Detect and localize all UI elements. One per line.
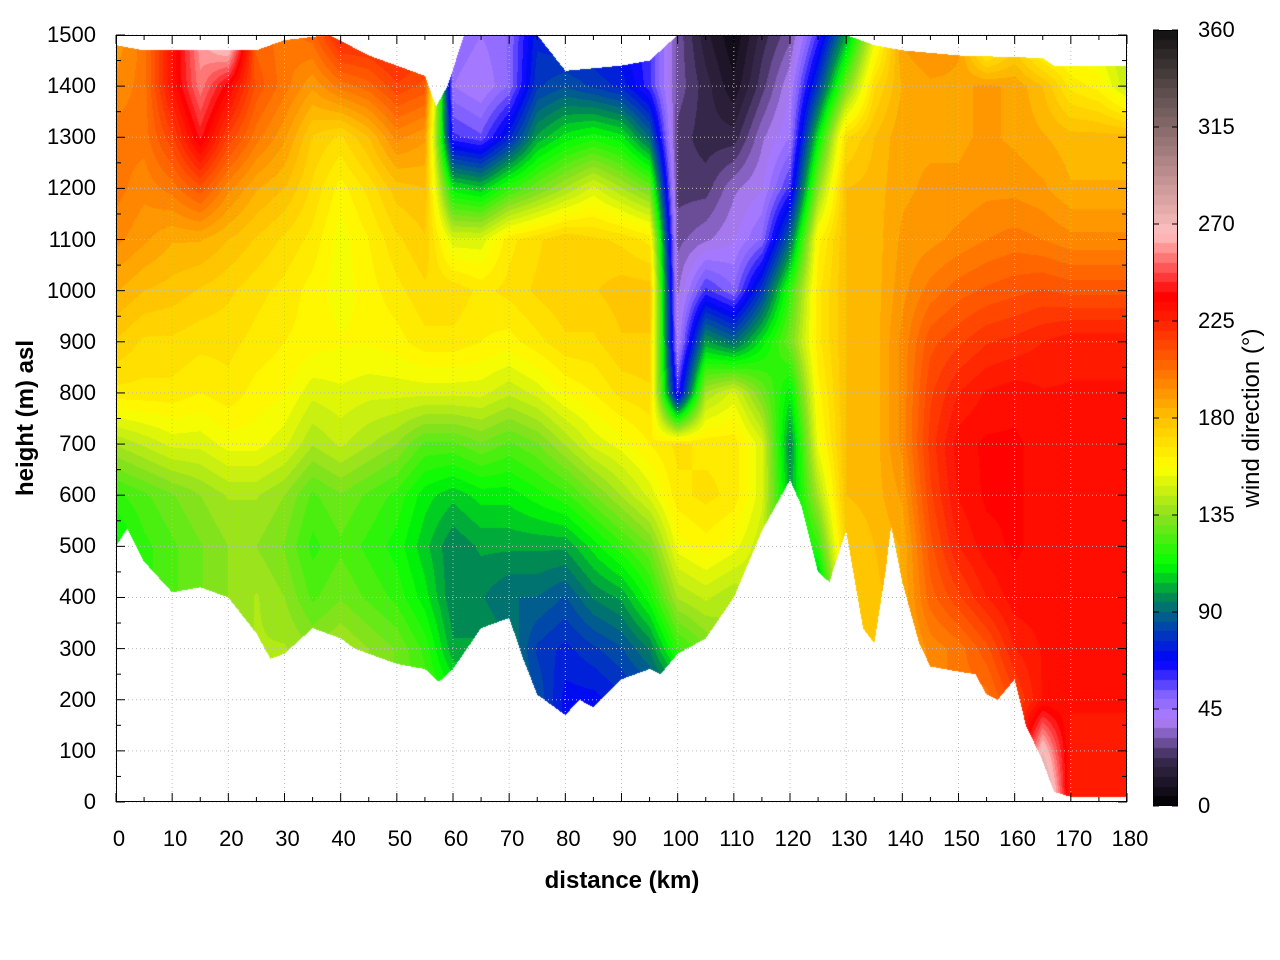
x-tick-label: 170: [1055, 826, 1093, 851]
x-tick-label: 80: [556, 826, 581, 851]
y-tick-label: 200: [59, 686, 96, 712]
x-tick-label: 50: [387, 826, 413, 851]
x-tick-label: 0: [112, 826, 126, 851]
x-tick-label: 110: [719, 826, 755, 851]
y-tick-label: 600: [59, 482, 96, 508]
y-tick-label: 700: [59, 431, 96, 457]
x-tick-label: 60: [443, 826, 469, 851]
x-tick-label: 90: [612, 826, 637, 851]
x-tick-label: 160: [999, 826, 1037, 851]
colorbar-tick-label: 270: [1198, 211, 1235, 236]
y-tick-label: 800: [59, 379, 96, 405]
y-tick-label: 300: [59, 635, 96, 661]
x-tick-label: 30: [275, 826, 300, 851]
wind-direction-field: [116, 35, 1127, 802]
y-tick-label: 1300: [47, 124, 96, 150]
x-tick-label: 120: [774, 826, 812, 851]
x-tick-label: 20: [219, 826, 244, 851]
axes-overlay: [115, 34, 1128, 803]
colorbar-tick-label: 225: [1198, 308, 1235, 333]
x-tick-label: 70: [499, 826, 525, 851]
colorbar-tick-label: 315: [1198, 114, 1235, 139]
colorbar-tick-label: 0: [1198, 793, 1211, 818]
x-tick-label: 40: [331, 826, 356, 851]
y-tick-label: 1500: [47, 22, 96, 47]
colorbar-border: [1153, 30, 1178, 806]
plot-area: [115, 34, 1128, 803]
x-tick-label: 180: [1111, 826, 1149, 851]
colorbar-tick-label: 90: [1198, 599, 1223, 624]
y-tick-label: 1400: [47, 73, 96, 99]
y-tick-label: 1100: [48, 226, 96, 252]
colorbar-tick-label: 45: [1198, 696, 1223, 721]
y-axis-title: height (m) asl: [12, 339, 39, 497]
y-tick-label: 900: [59, 328, 96, 354]
y-tick-label: 1200: [47, 175, 96, 201]
x-tick-label: 150: [943, 826, 980, 851]
plot-frame: [116, 35, 1127, 802]
x-tick-label: 100: [662, 826, 700, 851]
colorbar-tick-label: 180: [1198, 405, 1235, 430]
y-tick-label: 1000: [47, 277, 96, 303]
y-tick-label: 500: [59, 533, 96, 559]
colorbar-tick-label: 360: [1198, 17, 1235, 42]
y-tick-label: 400: [59, 584, 96, 610]
y-tick-label: 100: [59, 737, 96, 763]
colorbar-tick-label: 135: [1198, 502, 1235, 527]
x-axis-title: distance (km): [544, 867, 700, 894]
x-tick-label: 140: [886, 826, 924, 851]
colorbar-title: wind direction (°): [1238, 328, 1265, 508]
y-tick-label: 0: [83, 789, 96, 814]
colorbar-frame: [1153, 29, 1178, 807]
x-tick-label: 10: [162, 826, 188, 851]
x-tick-label: 130: [830, 826, 868, 851]
